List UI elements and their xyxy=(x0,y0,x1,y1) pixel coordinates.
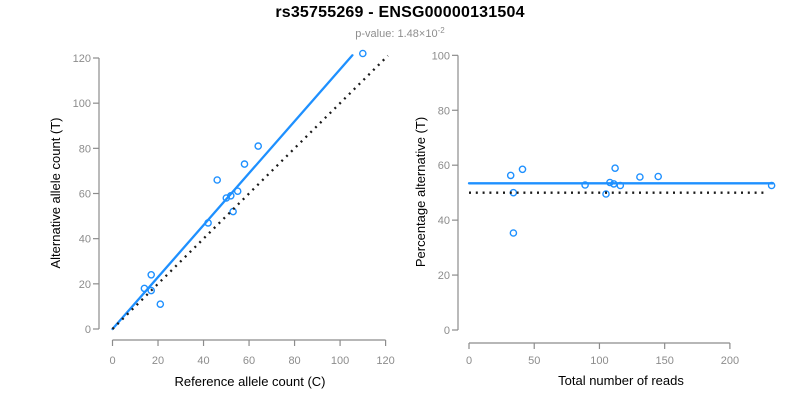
y-tick-label: 40 xyxy=(79,234,91,246)
x-tick-label: 40 xyxy=(197,355,209,367)
data-point xyxy=(506,171,515,180)
data-point xyxy=(147,270,155,279)
data-point xyxy=(518,165,527,174)
y-tick-label: 100 xyxy=(73,98,91,110)
x-tick-label: 50 xyxy=(528,355,540,367)
p-value-times-ten: ×10 xyxy=(418,28,438,40)
data-point xyxy=(254,142,263,150)
data-point xyxy=(581,181,589,189)
percentage-vs-coverage-scatter: 0 50 100 150 200 0 20 40 60 80 100 Total number of … xyxy=(413,50,776,388)
p-value-exponent: -2 xyxy=(437,26,445,35)
y-axis-label: Percentage alternative (T) xyxy=(413,117,428,267)
data-point xyxy=(358,49,367,58)
x-tick-label: 200 xyxy=(721,355,739,367)
x-tick-label: 0 xyxy=(109,355,115,367)
y-tick-label: 100 xyxy=(432,50,450,62)
x-tick-label: 120 xyxy=(376,355,394,367)
y-tick-label: 20 xyxy=(79,279,91,291)
x-tick-label: 0 xyxy=(466,355,472,367)
x-tick-label: 80 xyxy=(288,355,300,367)
regression-line xyxy=(111,54,354,331)
p-value-label: p-value: xyxy=(355,28,398,40)
y-tick-label: 20 xyxy=(438,270,450,282)
x-tick-label: 150 xyxy=(655,355,673,367)
y-tick-label: 80 xyxy=(79,143,91,155)
data-point xyxy=(229,207,237,216)
y-tick-label: 80 xyxy=(438,105,450,117)
data-point xyxy=(654,172,663,181)
x-axis-label: Total number of reads xyxy=(558,373,684,388)
y-tick-label: 60 xyxy=(79,189,91,201)
y-axis-label: Alternative allele count (T) xyxy=(48,117,63,268)
y-tick-label: 120 xyxy=(73,53,91,65)
p-value-mantissa: 1.48 xyxy=(397,28,419,40)
data-point xyxy=(147,286,155,295)
x-tick-label: 100 xyxy=(590,355,608,367)
identity-line xyxy=(111,54,389,330)
x-tick-label: 20 xyxy=(152,355,164,367)
allele-counts-scatter: 0 20 40 60 80 100 120 0 20 40 60 80 100 120 Reference … xyxy=(48,49,395,389)
y-tick-label: 0 xyxy=(85,324,91,336)
y-tick-label: 0 xyxy=(444,325,450,337)
data-point xyxy=(611,164,619,172)
x-tick-label: 60 xyxy=(243,355,255,367)
data-point xyxy=(240,160,249,168)
data-point xyxy=(509,229,518,237)
data-point xyxy=(636,173,644,181)
y-tick-label: 40 xyxy=(438,215,450,227)
x-axis-label: Reference allele count (C) xyxy=(174,374,325,389)
x-tick-label: 100 xyxy=(331,355,349,367)
data-point xyxy=(156,300,165,309)
y-tick-label: 60 xyxy=(438,160,450,172)
data-point xyxy=(213,176,221,184)
data-point xyxy=(602,190,610,198)
page-title: rs35755269 - ENSG00000131504 xyxy=(275,4,525,21)
p-value-subtitle: p-value: 1.48×10-2 xyxy=(0,26,800,40)
